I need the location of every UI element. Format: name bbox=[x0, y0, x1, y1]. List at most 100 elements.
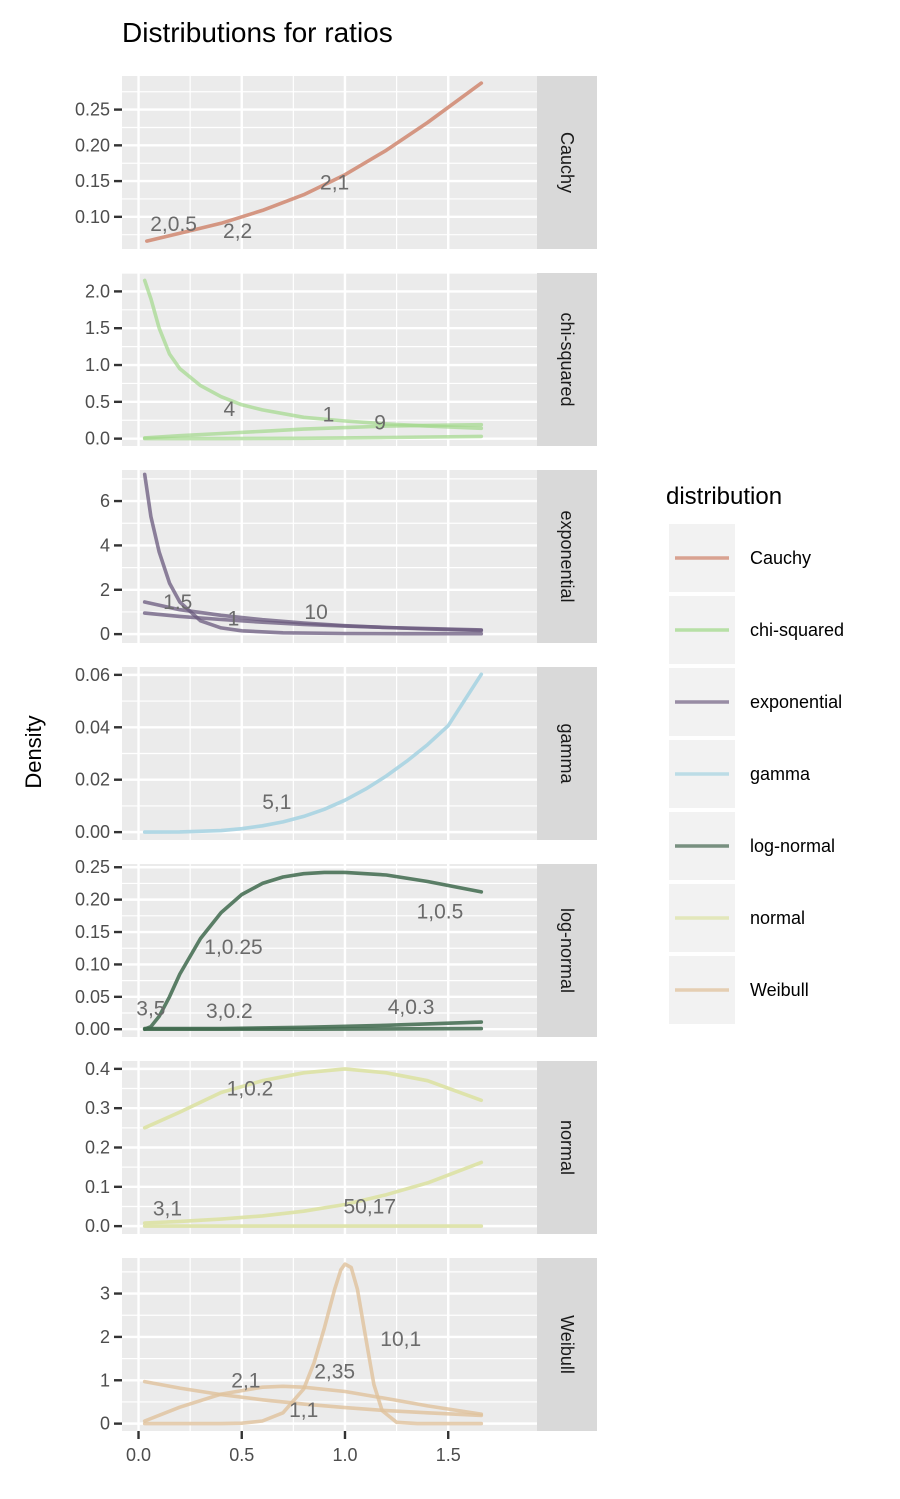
y-tick-label: 0.0 bbox=[85, 1216, 110, 1236]
legend-item-gamma: gamma bbox=[669, 740, 811, 808]
panel-cauchy: 0.10 0.15 0.20 0.25 2,0.5 2,2 2,1 Cauchy bbox=[75, 76, 597, 249]
legend-item-cauchy: Cauchy bbox=[669, 524, 811, 592]
curve-label: 2,35 bbox=[314, 1361, 355, 1384]
panel-normal: 0.0 0.1 0.2 0.3 0.4 1,0.2 3,1 50,17 normal bbox=[85, 1059, 597, 1236]
series-line-normal-1 bbox=[142, 1067, 484, 1130]
y-tick-label: 1 bbox=[100, 1370, 110, 1390]
y-tick-label: 3 bbox=[100, 1284, 110, 1304]
panel-gamma: 0.00 0.02 0.04 0.06 5,1 gamma bbox=[75, 665, 597, 842]
strip-background bbox=[537, 864, 597, 1037]
y-tick-label: 0.1 bbox=[85, 1177, 110, 1197]
y-tick-label: 0.05 bbox=[75, 987, 110, 1007]
y-tick-label: 0.00 bbox=[75, 1019, 110, 1039]
x-tick-label: 0.0 bbox=[126, 1445, 151, 1465]
legend-label: normal bbox=[750, 908, 805, 928]
curve-label: 2,1 bbox=[320, 172, 349, 195]
curve-label: 3,0.2 bbox=[206, 1000, 253, 1023]
x-tick-label: 1.0 bbox=[332, 1445, 357, 1465]
curve-label: 2,2 bbox=[223, 220, 252, 243]
curve-label: 2,1 bbox=[231, 1369, 260, 1392]
curve-label: 9 bbox=[374, 411, 386, 434]
series-line-cauchy-1 bbox=[145, 81, 484, 243]
y-tick-label: 1.0 bbox=[85, 355, 110, 375]
legend-label: log-normal bbox=[750, 836, 835, 856]
series-line-weibull-1 bbox=[142, 1379, 484, 1418]
legend-item-log-normal: log-normal bbox=[669, 812, 835, 880]
y-axis-title: Density bbox=[21, 715, 46, 788]
y-tick-label: 0.15 bbox=[75, 171, 110, 191]
series-line-exponential-3 bbox=[142, 611, 484, 632]
curve-label: 5,1 bbox=[262, 791, 291, 814]
curve-label: 3,1 bbox=[153, 1197, 182, 1220]
curve-label: 2,0.5 bbox=[150, 213, 197, 236]
curve-label: 1.5 bbox=[163, 591, 192, 614]
legend-item-chi-squared: chi-squared bbox=[669, 596, 844, 664]
y-tick-label: 2 bbox=[100, 580, 110, 600]
y-tick-label: 2 bbox=[100, 1327, 110, 1347]
strip-background bbox=[537, 667, 597, 840]
strip-background bbox=[537, 1258, 597, 1431]
series-line-log-normal-3 bbox=[142, 1026, 484, 1031]
curve-label: 3,5 bbox=[136, 997, 165, 1020]
series-line-weibull-3 bbox=[142, 1262, 484, 1426]
y-tick-label: 0.25 bbox=[75, 100, 110, 120]
series-line-normal-2 bbox=[142, 1160, 484, 1225]
curve-label: 10 bbox=[304, 601, 327, 624]
legend-label: exponential bbox=[750, 692, 842, 712]
curve-label: 1,0.5 bbox=[417, 900, 464, 923]
series-line-chi-squared-1 bbox=[142, 278, 484, 431]
legend-item-weibull: Weibull bbox=[669, 956, 809, 1024]
curve-label: 1,0.2 bbox=[227, 1078, 274, 1101]
curve-label: 1 bbox=[228, 608, 240, 631]
y-tick-label: 0 bbox=[100, 624, 110, 644]
curve-label: 1,0.25 bbox=[204, 936, 262, 959]
y-tick-label: 0.06 bbox=[75, 665, 110, 685]
panel-background bbox=[122, 864, 537, 1037]
curve-label: 1 bbox=[323, 403, 335, 426]
y-tick-label: 0.10 bbox=[75, 207, 110, 227]
series-line-chi-squared-3 bbox=[142, 434, 484, 441]
curve-label: 50,17 bbox=[343, 1195, 396, 1218]
y-tick-label: 0.00 bbox=[75, 822, 110, 842]
y-tick-label: 0.3 bbox=[85, 1098, 110, 1118]
y-tick-label: 4 bbox=[100, 535, 110, 555]
series-line-gamma-1 bbox=[142, 672, 484, 834]
y-tick-label: 0.10 bbox=[75, 954, 110, 974]
series-line-chi-squared-2 bbox=[142, 422, 484, 440]
strip-label-cauchy: Cauchy bbox=[557, 132, 577, 193]
y-tick-label: 0.20 bbox=[75, 890, 110, 910]
strip-background bbox=[537, 76, 597, 249]
y-tick-label: 0.02 bbox=[75, 770, 110, 790]
series-line-exponential-1 bbox=[142, 472, 484, 636]
curve-label: 4,0.3 bbox=[388, 996, 435, 1019]
y-tick-label: 0.25 bbox=[75, 857, 110, 877]
curve-label: 4 bbox=[224, 398, 236, 421]
y-tick-label: 6 bbox=[100, 491, 110, 511]
x-axis: 0.0 0.5 1.0 1.5 bbox=[126, 1431, 461, 1465]
panel-exponential: 0 2 4 6 1.5 1 10 exponential bbox=[100, 470, 597, 644]
strip-background bbox=[537, 1061, 597, 1234]
y-tick-label: 0.2 bbox=[85, 1138, 110, 1158]
legend-label: Weibull bbox=[750, 980, 809, 1000]
y-tick-label: 0.04 bbox=[75, 717, 110, 737]
panels: 0.100.150.200.252,0.5 2,22,1 Cauchy0.00.51… bbox=[75, 76, 597, 1434]
legend-item-normal: normal bbox=[669, 884, 805, 952]
y-tick-label: 0.15 bbox=[75, 922, 110, 942]
chart-title: Distributions for ratios bbox=[122, 17, 393, 48]
panel-background bbox=[122, 76, 537, 249]
panel-background bbox=[122, 273, 537, 446]
legend-item-exponential: exponential bbox=[669, 668, 842, 736]
strip-label-chi-squared: chi-squared bbox=[557, 312, 577, 406]
y-tick-label: 0.0 bbox=[85, 429, 110, 449]
legend-label: chi-squared bbox=[750, 620, 844, 640]
y-tick-label: 0.5 bbox=[85, 392, 110, 412]
strip-label-weibull: Weibull bbox=[557, 1315, 577, 1374]
legend-label: gamma bbox=[750, 764, 811, 784]
series-line-weibull-2 bbox=[142, 1384, 484, 1423]
x-tick-label: 0.5 bbox=[229, 1445, 254, 1465]
y-tick-label: 0.20 bbox=[75, 135, 110, 155]
y-tick-label: 1.5 bbox=[85, 318, 110, 338]
strip-label-gamma: gamma bbox=[557, 723, 577, 784]
strip-background bbox=[537, 273, 597, 446]
